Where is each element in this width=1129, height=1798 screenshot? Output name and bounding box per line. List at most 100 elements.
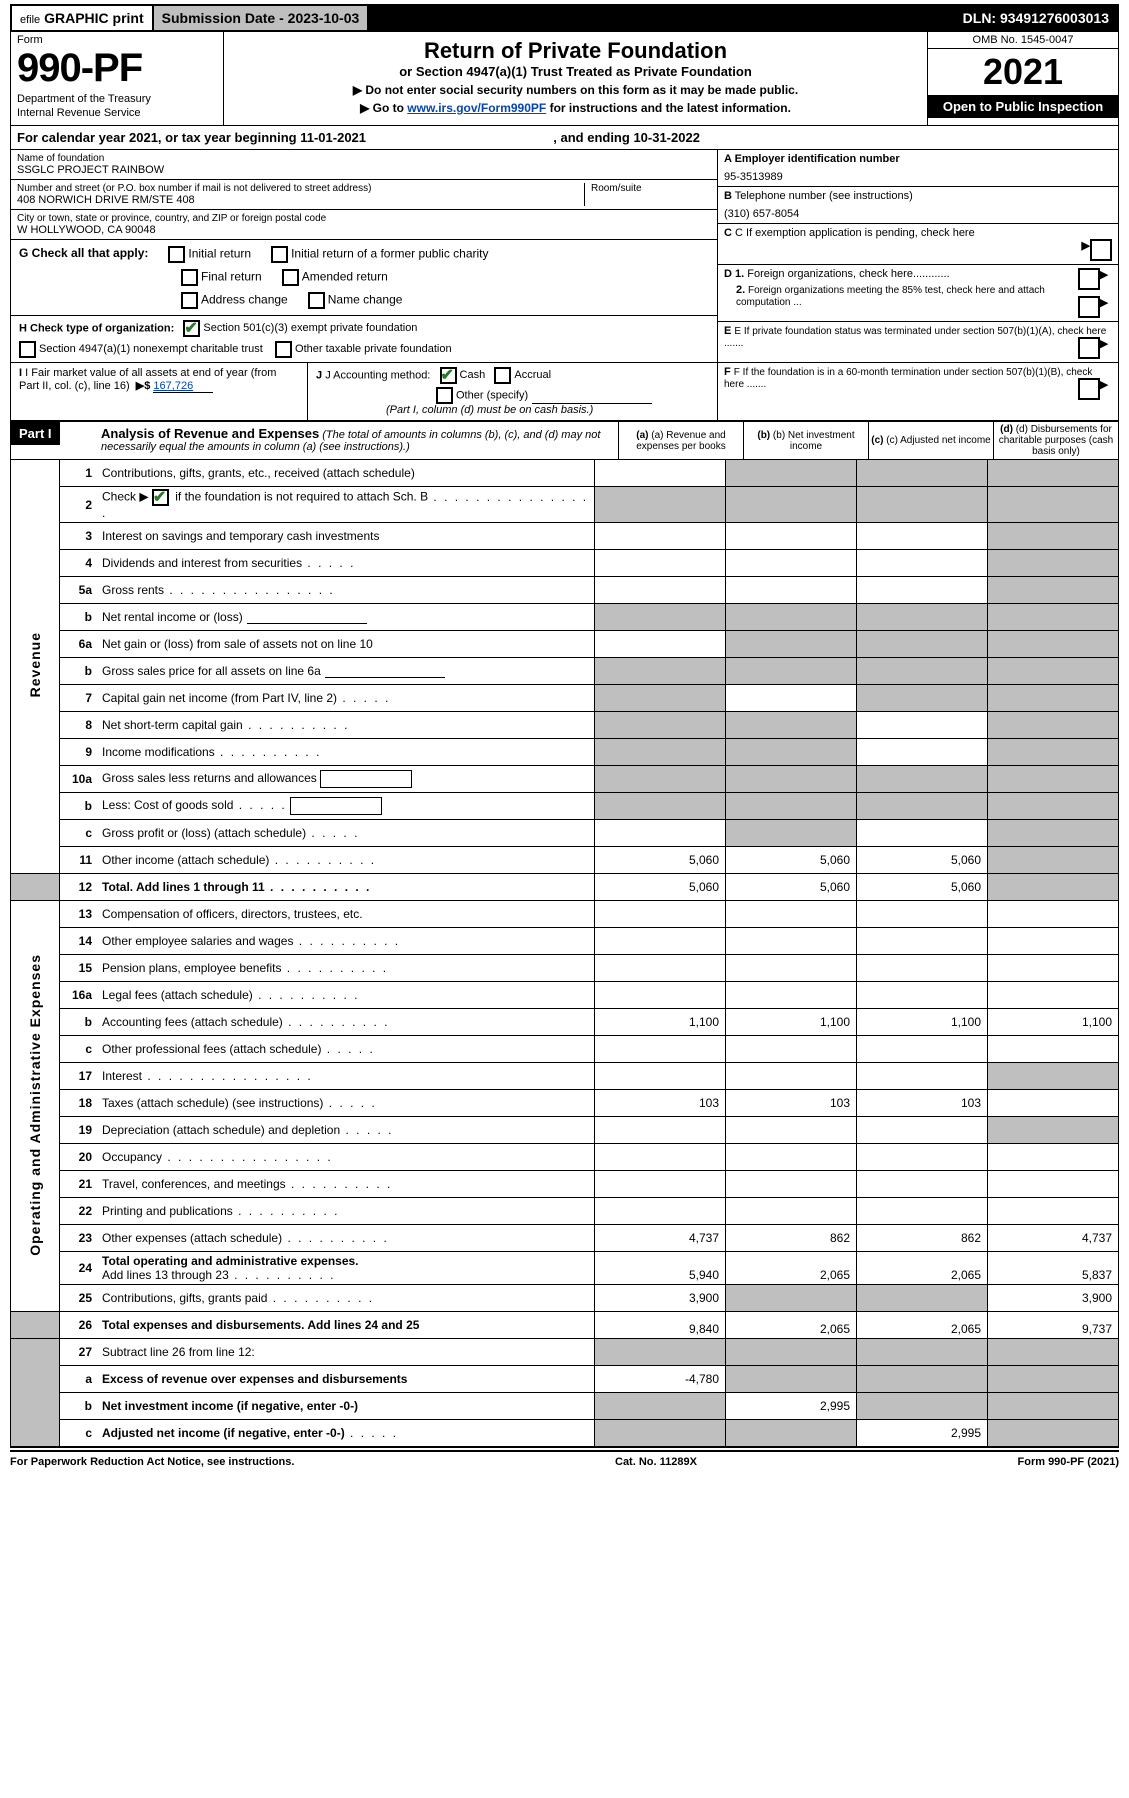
col-b-head: (b) (b) Net investment income bbox=[744, 422, 869, 459]
instr2-pre: ▶ Go to bbox=[360, 101, 407, 115]
arrow-icon: ▶ bbox=[1100, 378, 1108, 391]
j-cash[interactable]: Cash bbox=[440, 369, 486, 381]
line-5a: 5aGross rents bbox=[11, 577, 1119, 604]
e-text: E If private foundation status was termi… bbox=[724, 326, 1106, 349]
line-23: 23Other expenses (attach schedule)4,7378… bbox=[11, 1225, 1119, 1252]
line-27a: aExcess of revenue over expenses and dis… bbox=[11, 1366, 1119, 1393]
g-address-change[interactable]: Address change bbox=[181, 292, 288, 309]
instr-1: ▶ Do not enter social security numbers o… bbox=[230, 83, 921, 97]
line-6b: bGross sales price for all assets on lin… bbox=[11, 658, 1119, 685]
arrow-icon: ▶ bbox=[1100, 337, 1108, 350]
g-final-return[interactable]: Final return bbox=[181, 269, 262, 286]
submission-label: Submission Date - bbox=[162, 10, 288, 26]
line-16c: cOther professional fees (attach schedul… bbox=[11, 1036, 1119, 1063]
g-initial-return[interactable]: Initial return bbox=[168, 246, 251, 263]
fmv-value[interactable]: 167,726 bbox=[153, 380, 213, 393]
line-10a: 10aGross sales less returns and allowanc… bbox=[11, 766, 1119, 793]
entity-info-grid: Name of foundation SSGLC PROJECT RAINBOW… bbox=[10, 150, 1119, 421]
line-24: 24Total operating and administrative exp… bbox=[11, 1252, 1119, 1285]
dln-label: DLN: bbox=[963, 10, 1000, 26]
city-label: City or town, state or province, country… bbox=[17, 213, 711, 224]
i-section: I I Fair market value of all assets at e… bbox=[11, 363, 308, 420]
line-15: 15Pension plans, employee benefits bbox=[11, 955, 1119, 982]
form-header: Form 990-PF Department of the Treasury I… bbox=[10, 32, 1119, 126]
efile-graphic-button[interactable]: efile GRAPHIC print bbox=[12, 6, 154, 30]
g-amended-return[interactable]: Amended return bbox=[282, 269, 388, 286]
j-accrual[interactable]: Accrual bbox=[494, 369, 551, 381]
line-27b: bNet investment income (if negative, ent… bbox=[11, 1393, 1119, 1420]
b-label: B bbox=[724, 190, 732, 202]
line-12: 12Total. Add lines 1 through 115,0605,06… bbox=[11, 874, 1119, 901]
omb-number: OMB No. 1545-0047 bbox=[928, 32, 1118, 49]
line-8: 8Net short-term capital gain bbox=[11, 712, 1119, 739]
ein-label: A Employer identification number bbox=[724, 153, 1112, 165]
header-mid: Return of Private Foundation or Section … bbox=[224, 32, 928, 125]
city-cell: City or town, state or province, country… bbox=[11, 210, 717, 240]
g-label: G Check all that apply: bbox=[19, 246, 148, 263]
line-14: 14Other employee salaries and wages bbox=[11, 928, 1119, 955]
e-cell: E E If private foundation status was ter… bbox=[718, 322, 1118, 363]
line-1: Revenue 1Contributions, gifts, grants, e… bbox=[11, 460, 1119, 487]
dln-value: 93491276003013 bbox=[1000, 10, 1109, 26]
line-27: 27Subtract line 26 from line 12: bbox=[11, 1339, 1119, 1366]
g-initial-return-former[interactable]: Initial return of a former public charit… bbox=[271, 246, 488, 263]
name-label: Name of foundation bbox=[17, 153, 711, 164]
dln-block: DLN: 93491276003013 bbox=[955, 6, 1117, 30]
j-label: J Accounting method: bbox=[325, 369, 430, 381]
city-value: W HOLLYWOOD, CA 90048 bbox=[17, 224, 711, 236]
ij-row: I I Fair market value of all assets at e… bbox=[11, 363, 717, 420]
j-other-row[interactable]: Other (specify) bbox=[436, 387, 709, 404]
c-text: C If exemption application is pending, c… bbox=[735, 227, 975, 239]
footer-cat: Cat. No. 11289X bbox=[615, 1456, 697, 1468]
cal-year-mid: , and ending bbox=[553, 130, 633, 145]
foundation-name: SSGLC PROJECT RAINBOW bbox=[17, 164, 711, 176]
cal-year-end: 10-31-2022 bbox=[633, 130, 700, 145]
c-checkbox[interactable] bbox=[1090, 239, 1112, 261]
g-name-change[interactable]: Name change bbox=[308, 292, 403, 309]
c-cell: C C If exemption application is pending,… bbox=[718, 224, 1118, 265]
f-checkbox[interactable] bbox=[1078, 378, 1100, 400]
submission-date: 2023-10-03 bbox=[288, 10, 360, 26]
d2-label: 2. bbox=[736, 284, 745, 296]
d2-checkbox[interactable] bbox=[1078, 296, 1100, 318]
addr-value: 408 NORWICH DRIVE RM/STE 408 bbox=[17, 194, 580, 206]
h-other-taxable[interactable]: Other taxable private foundation bbox=[275, 343, 452, 355]
part1-header-row: Part I Analysis of Revenue and Expenses … bbox=[10, 421, 1119, 460]
phone-label: Telephone number (see instructions) bbox=[732, 190, 913, 202]
tax-year: 2021 bbox=[928, 49, 1118, 95]
cal-year-pre: For calendar year 2021, or tax year begi… bbox=[17, 130, 300, 145]
line-3: 3Interest on savings and temporary cash … bbox=[11, 523, 1119, 550]
e-checkbox[interactable] bbox=[1078, 337, 1100, 359]
arrow-icon: ▶ bbox=[1082, 240, 1090, 252]
d1-checkbox[interactable] bbox=[1078, 268, 1100, 290]
f-text: F If the foundation is in a 60-month ter… bbox=[724, 367, 1092, 390]
h-4947a1[interactable]: Section 4947(a)(1) nonexempt charitable … bbox=[19, 343, 263, 355]
check-icon[interactable] bbox=[152, 489, 169, 506]
analysis-table: Revenue 1Contributions, gifts, grants, e… bbox=[10, 460, 1119, 1448]
line-9: 9Income modifications bbox=[11, 739, 1119, 766]
entity-right: A Employer identification number 95-3513… bbox=[717, 150, 1118, 420]
d2-text: Foreign organizations meeting the 85% te… bbox=[736, 285, 1045, 308]
check-icon bbox=[183, 320, 200, 337]
graphic-label: GRAPHIC bbox=[44, 10, 109, 26]
line-10c: cGross profit or (loss) (attach schedule… bbox=[11, 820, 1119, 847]
j-note: (Part I, column (d) must be on cash basi… bbox=[386, 404, 709, 416]
addr-label: Number and street (or P.O. box number if… bbox=[17, 183, 580, 194]
open-public-badge: Open to Public Inspection bbox=[928, 95, 1118, 118]
expenses-side-label: Operating and Administrative Expenses bbox=[11, 901, 60, 1312]
col-c-head: (c) (c) Adjusted net income bbox=[869, 422, 994, 459]
line-22: 22Printing and publications bbox=[11, 1198, 1119, 1225]
col-d-head: (d) (d) Disbursements for charitable pur… bbox=[994, 422, 1118, 459]
j-section: J J Accounting method: Cash Accrual Othe… bbox=[308, 363, 717, 420]
h-501c3[interactable]: Section 501(c)(3) exempt private foundat… bbox=[183, 322, 417, 334]
header-left: Form 990-PF Department of the Treasury I… bbox=[11, 32, 224, 125]
submission-date-button[interactable]: Submission Date - 2023-10-03 bbox=[154, 6, 370, 30]
d1-text: Foreign organizations, check here.......… bbox=[744, 268, 949, 280]
revenue-side-label: Revenue bbox=[11, 460, 60, 874]
arrow-icon: ▶ bbox=[1100, 268, 1108, 281]
line-11: 11Other income (attach schedule)5,0605,0… bbox=[11, 847, 1119, 874]
form990pf-link[interactable]: www.irs.gov/Form990PF bbox=[407, 101, 546, 115]
room-label: Room/suite bbox=[591, 183, 711, 194]
h-section: H Check type of organization: Section 50… bbox=[11, 316, 717, 363]
line-21: 21Travel, conferences, and meetings bbox=[11, 1171, 1119, 1198]
